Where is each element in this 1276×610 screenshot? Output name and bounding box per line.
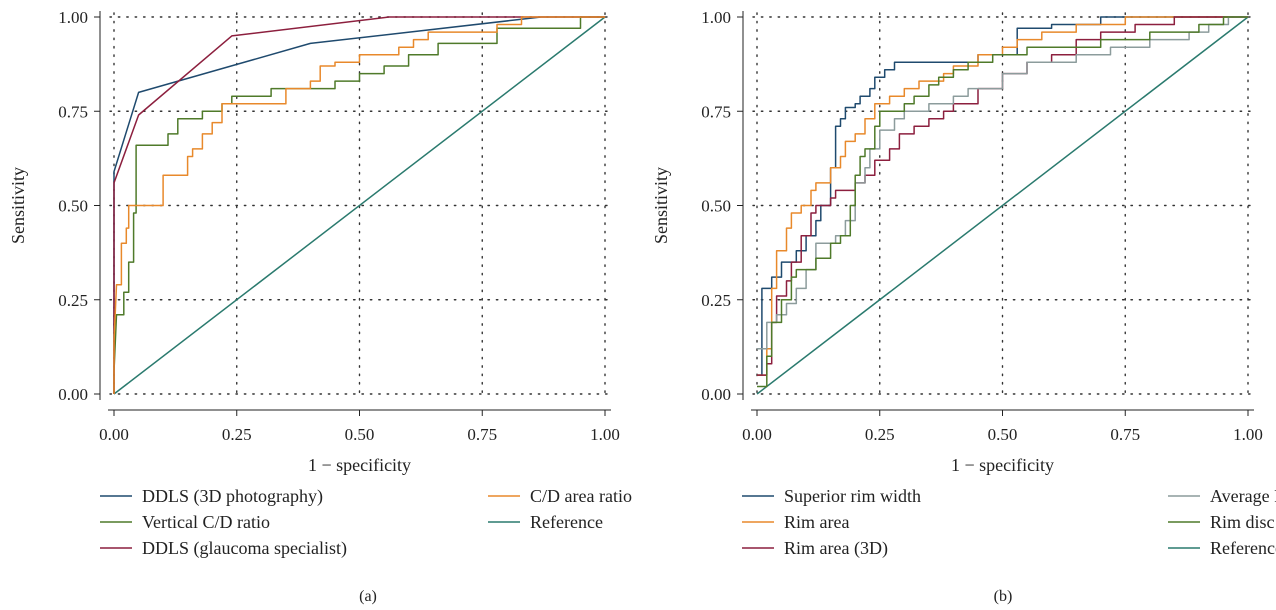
legend-label: Average RNFL [1210,486,1276,506]
series-line-rim-disc-area-ratio [757,16,1248,388]
legend-label: C/D area ratio [530,486,632,506]
y-tick-label: 0.00 [58,385,88,404]
x-tick-label: 0.75 [1110,425,1140,444]
x-tick-label: 0.00 [99,425,129,444]
series-line-superior-rim-width [757,16,1248,376]
x-axis-title: 1 − specificity [308,455,411,475]
panel-label: (a) [359,588,377,605]
y-tick-label: 0.00 [701,385,731,404]
series-line-c-d-area-ratio [113,16,605,394]
series-line-ddls-glaucoma-specialist [113,16,605,394]
legend-label: DDLS (3D photography) [142,486,323,507]
x-tick-label: 0.00 [742,425,772,444]
legend-label: Rim disc area ratio [1210,512,1276,532]
legend: DDLS (3D photography) C/D area ratio Verti… [100,486,632,559]
legend-label: Reference [530,512,603,532]
y-axis-title: Sensitivity [8,167,28,244]
legend-label: Rim area [784,512,849,532]
y-axis-title: Sensitivity [651,167,671,244]
panel-label: (b) [994,588,1013,605]
series-line-average-rnfl [757,16,1248,350]
series-line-rim-area [757,16,1248,376]
legend: Superior rim width Average RNFL Rim area Ri… [742,486,1276,559]
x-tick-label: 0.25 [222,425,252,444]
x-tick-label: 1.00 [1233,425,1263,444]
y-tick-label: 1.00 [701,8,731,27]
series-line-reference [756,16,1249,395]
x-tick-label: 0.50 [988,425,1018,444]
legend-label: Superior rim width [784,486,921,506]
x-tick-label: 1.00 [590,425,620,444]
x-axis-title: 1 − specificity [951,455,1054,475]
x-tick-label: 0.75 [467,425,497,444]
panel-a: 0.00 0.25 0.50 0.75 1.00 0.00 0.25 0.50 0.75 1.00… [8,8,632,605]
y-tick-label: 0.25 [58,291,88,310]
legend-label: Rim area (3D) [784,538,888,559]
panel-b: 0.00 0.25 0.50 0.75 1.00 0.00 0.25 0.50 0.75 1.00… [651,8,1276,605]
legend-label: Reference [1210,538,1276,558]
series-line-reference [113,16,606,395]
x-tick-label: 0.25 [865,425,895,444]
y-tick-label: 0.50 [701,197,731,216]
legend-label: DDLS (glaucoma specialist) [142,538,347,559]
y-tick-label: 1.00 [58,8,88,27]
y-tick-label: 0.75 [701,102,731,121]
y-tick-label: 0.75 [58,102,88,121]
y-tick-label: 0.50 [58,197,88,216]
x-tick-label: 0.50 [345,425,375,444]
legend-label: Vertical C/D ratio [142,512,270,532]
y-tick-label: 0.25 [701,291,731,310]
